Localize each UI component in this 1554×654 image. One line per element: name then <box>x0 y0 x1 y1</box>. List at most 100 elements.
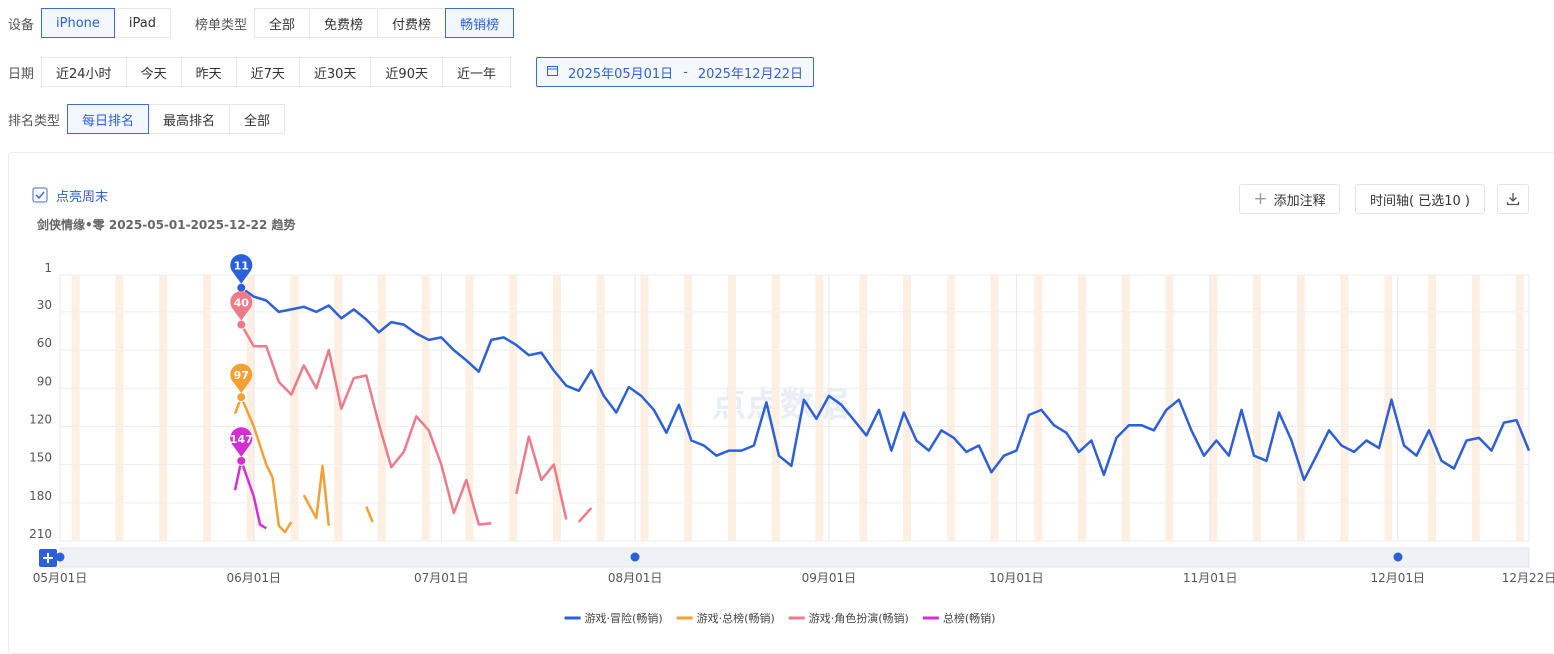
timeline-label: 时间轴( 已选10 ) <box>1370 193 1470 209</box>
weekend-band <box>1340 275 1349 541</box>
weekend-band <box>1121 275 1130 541</box>
y-tick-label: 30 <box>37 298 52 312</box>
date-start: 2025年05月01日 <box>567 66 674 82</box>
weekend-band <box>1209 275 1218 541</box>
button-group: iPhone iPad <box>41 8 171 38</box>
weekend-checkbox[interactable] <box>32 187 48 203</box>
weekend-band <box>859 275 868 541</box>
filter-row: 日期 近24小时 今天 昨天 近7天 近30天 近90天 近一年 2025年05月01日 -202… <box>8 57 815 87</box>
pin <box>230 291 253 321</box>
button-group: 近24小时 今天 昨天 近7天 近30天 近90天 近一年 <box>41 57 511 87</box>
legend: 游戏·冒险(畅销) 游戏·总榜(畅销) 游戏·角色扮演(畅销) 总榜(畅销) <box>564 611 996 625</box>
series-line <box>233 395 374 534</box>
x-tick-label: 08月01日 <box>608 571 663 585</box>
filter-button[interactable]: 最高排名 <box>148 104 231 134</box>
x-tick-label: 11月01日 <box>1183 571 1238 585</box>
weekend-band <box>1034 275 1043 541</box>
filter-button[interactable]: 近24小时 <box>41 57 127 87</box>
date-range[interactable]: 2025年05月01日 -2025年12月22日 <box>535 57 815 87</box>
x-tick-label: 05月01日 <box>33 571 88 585</box>
weekend-band <box>71 275 80 541</box>
checkmark <box>35 191 45 200</box>
filter-button[interactable]: 近7天 <box>235 57 300 87</box>
filter-button[interactable]: iPhone <box>41 8 115 38</box>
pin <box>230 427 253 457</box>
filter-button[interactable]: 今天 <box>125 57 182 87</box>
zoom-plus <box>43 553 53 563</box>
weekend-band <box>115 275 124 541</box>
legend-label: 总榜(畅销) <box>943 611 996 625</box>
weekend-band <box>509 275 518 541</box>
point-marker <box>236 319 247 330</box>
x-tick-label: 07月01日 <box>414 571 469 585</box>
filter-button[interactable]: 全部 <box>229 104 286 134</box>
weekend-band <box>1515 275 1524 541</box>
slider-handle <box>1393 552 1403 562</box>
weekend-band <box>946 275 955 541</box>
weekend-band <box>1253 275 1262 541</box>
filter-button[interactable]: 全部 <box>254 8 311 38</box>
y-tick-label: 150 <box>29 451 52 465</box>
page: 设备 iPhone iPad 榜单类型 全部 免费榜 付费榜 畅销榜 日期 近24小时 今天 昨天 近7… <box>8 8 1554 654</box>
x-tick-label: 09月01日 <box>802 571 857 585</box>
weekend-band <box>727 275 736 541</box>
weekend-band <box>1296 275 1305 541</box>
point-marker <box>236 455 247 466</box>
pin <box>230 363 253 394</box>
weekend-band <box>640 275 649 541</box>
filter-row: 排名类型 每日排名 最高排名 全部 <box>8 104 309 134</box>
button-group: 每日排名 最高排名 全部 <box>67 104 286 134</box>
weekend-band <box>1471 275 1480 541</box>
weekend-band <box>377 275 386 541</box>
filter-label: 排名类型 <box>8 113 61 129</box>
filter-button[interactable]: 付费榜 <box>377 8 447 38</box>
x-tick-label: 10月01日 <box>989 571 1044 585</box>
weekend-band <box>552 275 561 541</box>
filter-button[interactable]: 近30天 <box>298 57 372 87</box>
plus-icon: + <box>1253 189 1268 209</box>
calendar-icon <box>546 65 558 80</box>
chart: 点亮周末 剑侠情缘•零 2025-05-01-2025-12-22 趋势 点点数… <box>29 187 1554 625</box>
weekend-band <box>421 275 430 541</box>
weekend-band <box>596 275 605 541</box>
series-line <box>233 459 267 530</box>
filter-button[interactable]: 每日排名 <box>67 104 150 134</box>
weekend-label[interactable]: 点亮周末 <box>56 189 108 205</box>
filter-label: 榜单类型 <box>195 17 248 33</box>
weekend-band <box>202 275 211 541</box>
filter-button[interactable]: 近90天 <box>370 57 443 87</box>
filter-button[interactable]: 免费榜 <box>309 8 379 38</box>
weekend-band <box>990 275 999 541</box>
slider-handle <box>630 552 640 562</box>
date-separator: - <box>683 64 688 80</box>
y-tick-label: 60 <box>37 336 52 350</box>
weekend-band <box>771 275 780 541</box>
filter-label: 设备 <box>8 17 35 33</box>
weekend-band <box>465 275 474 541</box>
y-tick-label: 210 <box>29 527 52 541</box>
y-tick-label: 120 <box>29 412 52 426</box>
point-marker <box>236 392 247 403</box>
legend-label: 游戏·角色扮演(畅销) <box>809 611 909 625</box>
weekend-band <box>334 275 343 541</box>
filter-button[interactable]: 畅销榜 <box>445 8 515 38</box>
add-note-button[interactable]: + 添加注释 <box>1239 184 1340 214</box>
filter-button[interactable]: 近一年 <box>441 57 511 87</box>
slider-handle <box>55 552 65 562</box>
filter-row: 设备 iPhone iPad 榜单类型 全部 免费榜 付费榜 畅销榜 <box>8 8 538 38</box>
filter-label: 日期 <box>8 66 35 82</box>
weekend-band <box>815 275 824 541</box>
pin <box>230 254 253 284</box>
chart-title: 剑侠情缘•零 2025-05-01-2025-12-22 趋势 <box>36 217 296 232</box>
filter-button[interactable]: 昨天 <box>180 57 237 87</box>
series-line <box>240 286 1531 482</box>
series-line <box>240 323 593 526</box>
weekend-band <box>684 275 693 541</box>
download-button[interactable] <box>1497 184 1529 214</box>
legend-label: 游戏·总榜(畅销) <box>697 611 775 625</box>
weekend-band <box>246 275 255 541</box>
button-group: 全部 免费榜 付费榜 畅销榜 <box>254 8 515 38</box>
weekend-band <box>1428 275 1437 541</box>
timeline-slider <box>59 547 1530 568</box>
timeline-button[interactable]: 时间轴( 已选10 ) <box>1355 184 1485 214</box>
